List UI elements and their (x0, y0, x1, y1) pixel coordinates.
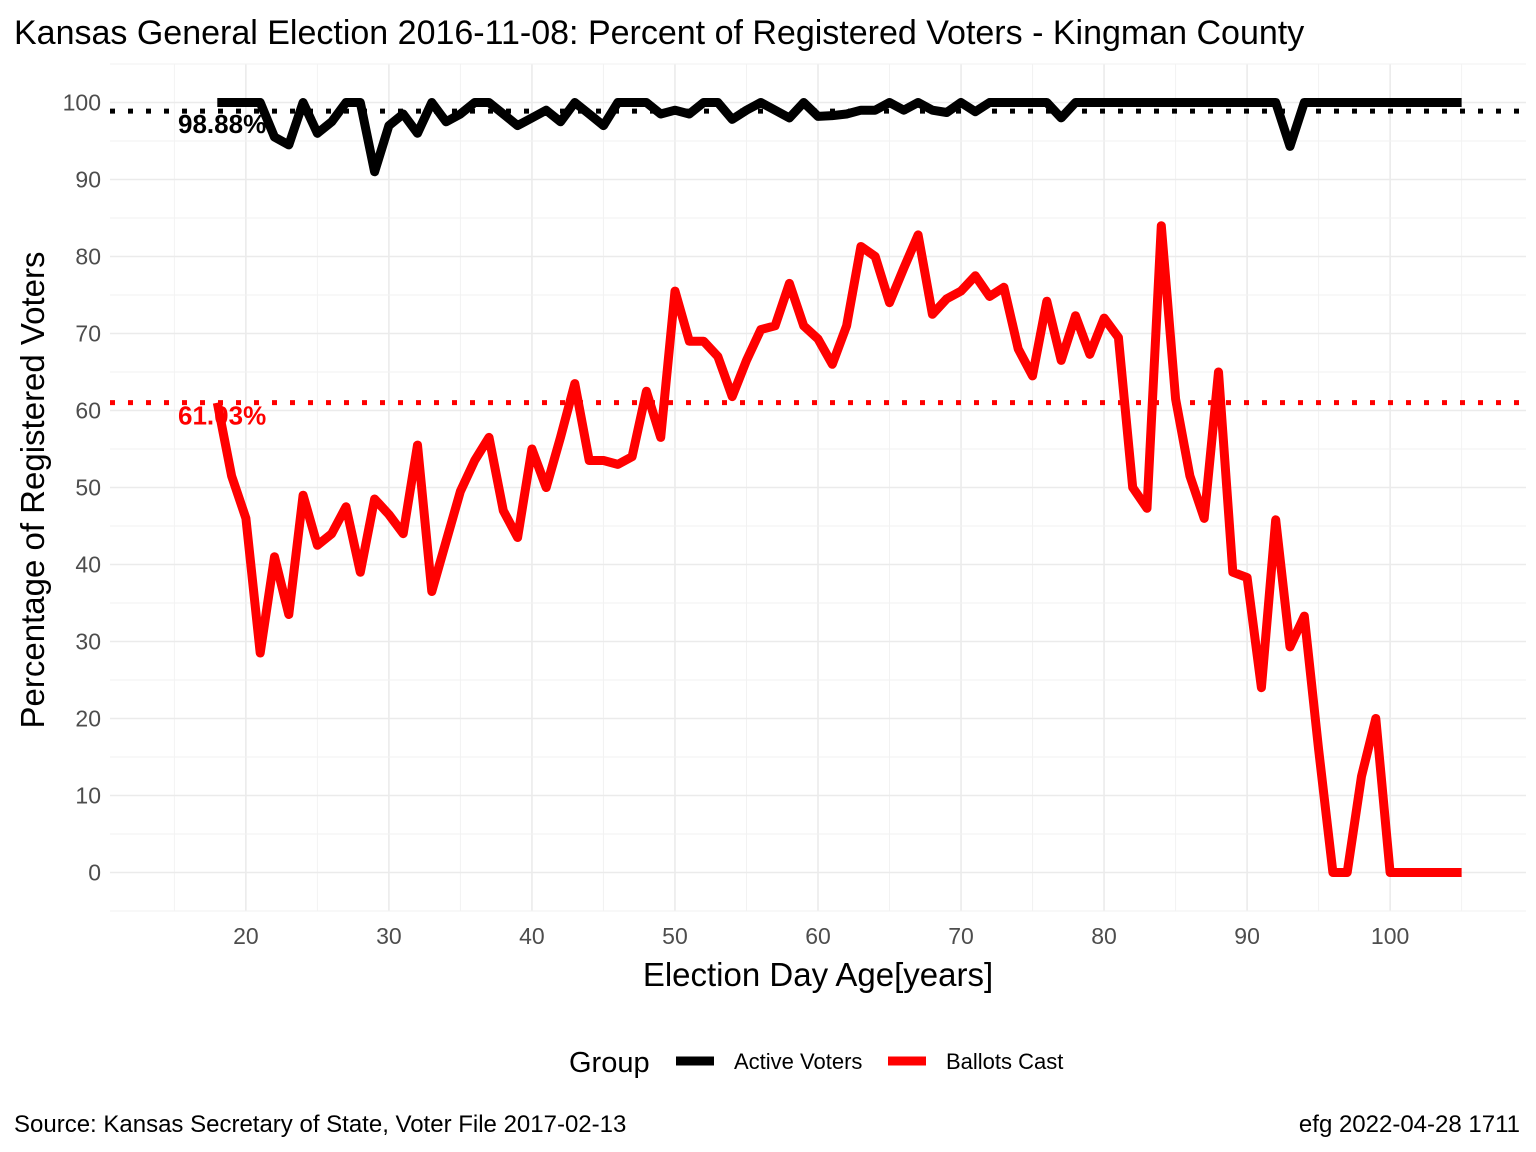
y-tick-label: 30 (75, 629, 101, 655)
y-tick-label: 40 (75, 552, 101, 578)
y-tick-label: 20 (75, 706, 101, 732)
y-tick-label: 100 (63, 90, 101, 116)
legend-label-active-voters: Active Voters (734, 1049, 862, 1074)
reference-labels: 98.88% 61.03% (178, 109, 266, 430)
tick-labels: 20 30 40 50 60 70 80 90 100 0 10 20 30 40 50 60 70 80 90 10… (63, 90, 1410, 950)
reference-line-label: 98.88% (178, 109, 266, 139)
series-line-active-voters (217, 98, 1462, 177)
grid (110, 63, 1526, 912)
y-tick-label: 80 (75, 244, 101, 270)
x-tick-label: 60 (805, 923, 831, 949)
y-tick-label: 70 (75, 321, 101, 347)
x-tick-label: 90 (1234, 923, 1260, 949)
y-tick-label: 90 (75, 167, 101, 193)
credit-caption: efg 2022-04-28 1711 (1299, 1111, 1520, 1138)
legend-title: Group (569, 1047, 650, 1079)
reference-line-label: 61.03% (178, 401, 266, 431)
reference-lines (110, 108, 1526, 406)
y-tick-label: 60 (75, 398, 101, 424)
series-line-ballots-cast (212, 221, 1462, 877)
x-axis-title: Election Day Age[years] (643, 956, 993, 993)
y-tick-label: 0 (88, 860, 101, 886)
source-caption: Source: Kansas Secretary of State, Voter… (14, 1111, 626, 1138)
y-axis-title: Percentage of Registered Voters (14, 252, 51, 729)
x-tick-label: 50 (662, 923, 688, 949)
x-tick-label: 100 (1371, 923, 1409, 949)
x-tick-label: 40 (519, 923, 545, 949)
x-tick-label: 70 (948, 923, 974, 949)
x-tick-label: 80 (1091, 923, 1117, 949)
x-tick-label: 20 (233, 923, 259, 949)
chart-title: Kansas General Election 2016-11-08: Perc… (14, 14, 1304, 52)
legend: Group Active Voters Ballots Cast (569, 1047, 1063, 1079)
legend-label-ballots-cast: Ballots Cast (946, 1049, 1063, 1074)
y-tick-label: 10 (75, 783, 101, 809)
y-tick-label: 50 (75, 475, 101, 501)
series-lines (212, 98, 1462, 877)
x-tick-label: 30 (376, 923, 402, 949)
